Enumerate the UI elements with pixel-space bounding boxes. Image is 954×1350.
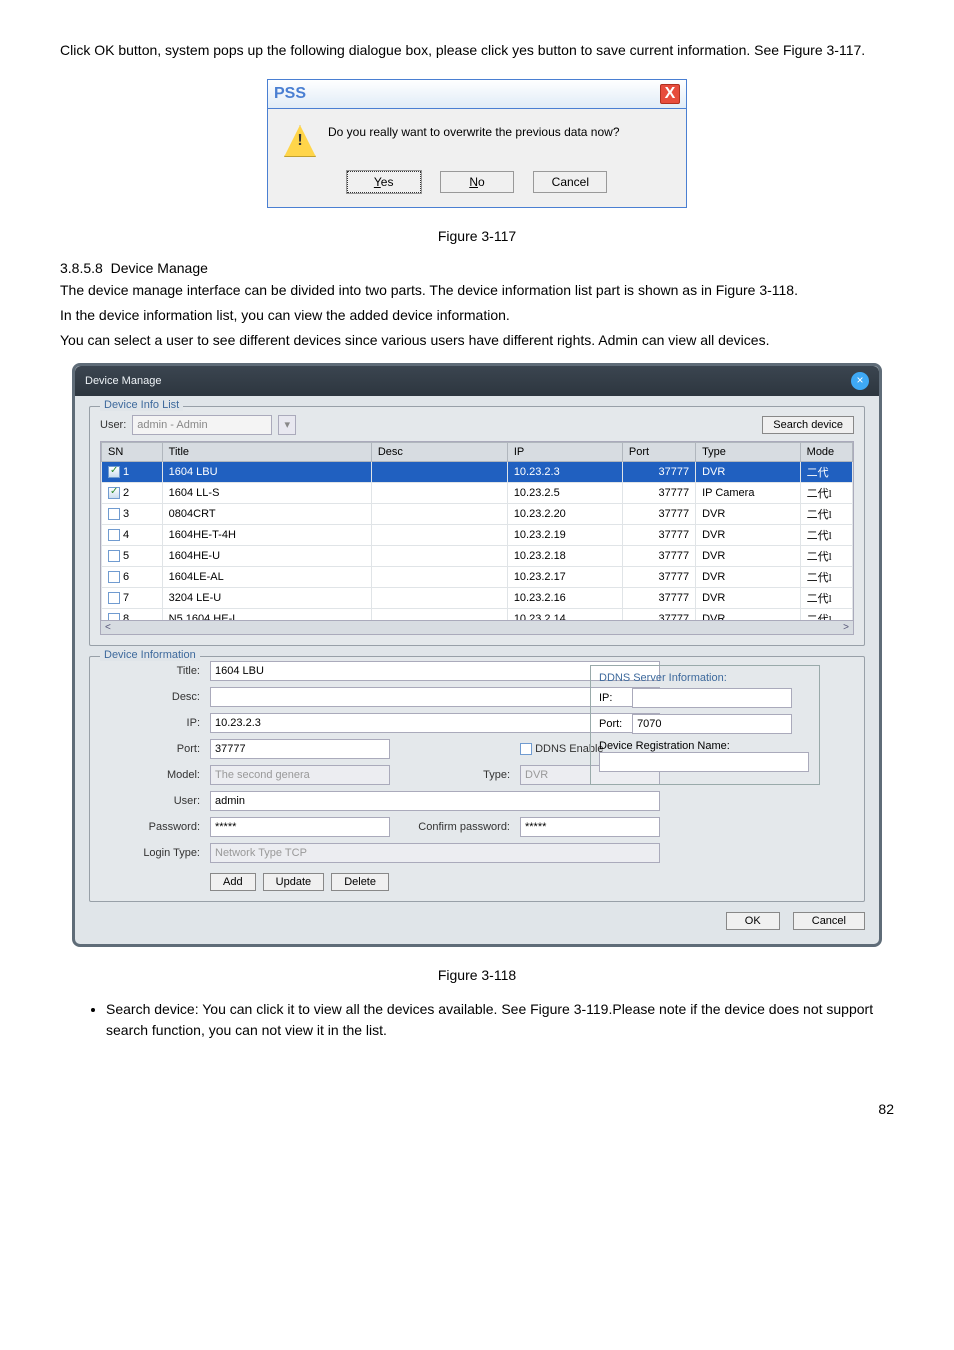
device-table-scroll: SN Title Desc IP Port Type Mode 11604 LB… [100,441,854,635]
desc-label: Desc: [100,691,200,703]
window-close-icon[interactable]: × [851,372,869,390]
horizontal-scrollbar[interactable]: < > [101,620,853,634]
ddns-reg-label: Device Registration Name: [599,740,811,752]
overwrite-dialog: PSS X Do you really want to overwrite th… [267,79,687,208]
device-info-list-fieldset: Device Info List User: ▾ Search device S… [89,406,865,646]
password-label: Password: [100,821,200,833]
col-desc[interactable]: Desc [371,443,507,462]
row-checkbox[interactable] [108,592,120,604]
col-ip[interactable]: IP [507,443,622,462]
window-title: Device Manage [85,375,161,387]
ddns-enable-checkbox[interactable] [520,743,532,755]
warning-icon [284,125,316,157]
row-checkbox[interactable] [108,634,120,635]
figure-caption-118: Figure 3-118 [60,967,894,983]
table-row[interactable]: 61604LE-AL10.23.2.1737777DVR二代l [102,567,853,588]
row-checkbox[interactable] [108,571,120,583]
row-checkbox[interactable] [108,487,120,499]
figure-caption-117: Figure 3-117 [60,228,894,244]
dev-info-legend: Device Information [100,649,200,661]
paragraph-4: You can select a user to see different d… [60,330,894,351]
row-checkbox[interactable] [108,508,120,520]
ip-label: IP: [100,717,200,729]
port-input[interactable] [210,739,390,759]
close-icon[interactable]: X [660,84,680,104]
title-label: Title: [100,665,200,677]
device-table: SN Title Desc IP Port Type Mode 11604 LB… [101,442,853,635]
scroll-right-icon[interactable]: > [843,622,849,633]
user-form-label: User: [100,795,200,807]
no-button[interactable]: No [440,171,514,193]
paragraph-3: In the device information list, you can … [60,305,894,326]
col-type[interactable]: Type [696,443,801,462]
ddns-port-label: Port: [599,718,629,730]
dialog-message: Do you really want to overwrite the prev… [328,125,620,139]
device-manage-window: Device Manage × Device Info List User: ▾… [72,363,882,947]
password-input[interactable] [210,817,390,837]
update-button[interactable]: Update [263,873,324,891]
cancel-button-2[interactable]: Cancel [793,912,865,930]
user-label: User: [100,419,126,431]
ddns-legend: DDNS Server Information: [599,672,811,684]
scroll-left-icon[interactable]: < [105,622,111,633]
ddns-reg-input[interactable] [599,752,809,772]
dropdown-icon[interactable]: ▾ [278,415,296,435]
col-mode[interactable]: Mode [800,443,852,462]
ddns-port-input[interactable] [632,714,792,734]
table-row[interactable]: 41604HE-T-4H10.23.2.1937777DVR二代l [102,525,853,546]
col-sn[interactable]: SN [102,443,163,462]
table-row[interactable]: 30804CRT10.23.2.2037777DVR二代l [102,504,853,525]
table-row[interactable]: 11604 LBU10.23.2.337777DVR二代 [102,462,853,483]
user-input[interactable] [210,791,660,811]
login-type-select[interactable] [210,843,660,863]
table-row[interactable]: 73204 LE-U10.23.2.1637777DVR二代l [102,588,853,609]
section-heading: 3.8.5.8 Device Manage [60,260,894,276]
info-list-legend: Device Info List [100,399,183,411]
login-type-label: Login Type: [100,847,200,859]
row-checkbox[interactable] [108,550,120,562]
model-select[interactable] [210,765,390,785]
user-select[interactable] [132,415,272,435]
ddns-ip-input[interactable] [632,688,792,708]
row-checkbox[interactable] [108,529,120,541]
intro-paragraph: Click OK button, system pops up the foll… [60,40,894,61]
page-number: 82 [60,1101,894,1117]
ddns-ip-label: IP: [599,692,629,704]
delete-button[interactable]: Delete [331,873,389,891]
bullet-search-device: Search device: You can click it to view … [106,999,894,1041]
device-information-fieldset: Device Information Title: Desc: IP: Port… [89,656,865,902]
model-label: Model: [100,769,200,781]
ok-button[interactable]: OK [726,912,780,930]
dialog-title: PSS [274,85,306,103]
port-label: Port: [100,743,200,755]
table-row[interactable]: 21604 LL-S10.23.2.537777IP Camera二代l [102,483,853,504]
add-button[interactable]: Add [210,873,256,891]
table-row[interactable]: 51604HE-U10.23.2.1837777DVR二代l [102,546,853,567]
ddns-fieldset: DDNS Server Information: IP: Port: Devic… [590,665,820,785]
col-port[interactable]: Port [622,443,695,462]
confirm-pw-label: Confirm password: [400,821,510,833]
cancel-button[interactable]: Cancel [533,171,607,193]
yes-button[interactable]: Yes [347,171,421,193]
confirm-pw-input[interactable] [520,817,660,837]
paragraph-2: The device manage interface can be divid… [60,280,894,301]
type-label: Type: [400,769,510,781]
row-checkbox[interactable] [108,466,120,478]
col-title[interactable]: Title [162,443,371,462]
search-device-button[interactable]: Search device [762,416,854,434]
